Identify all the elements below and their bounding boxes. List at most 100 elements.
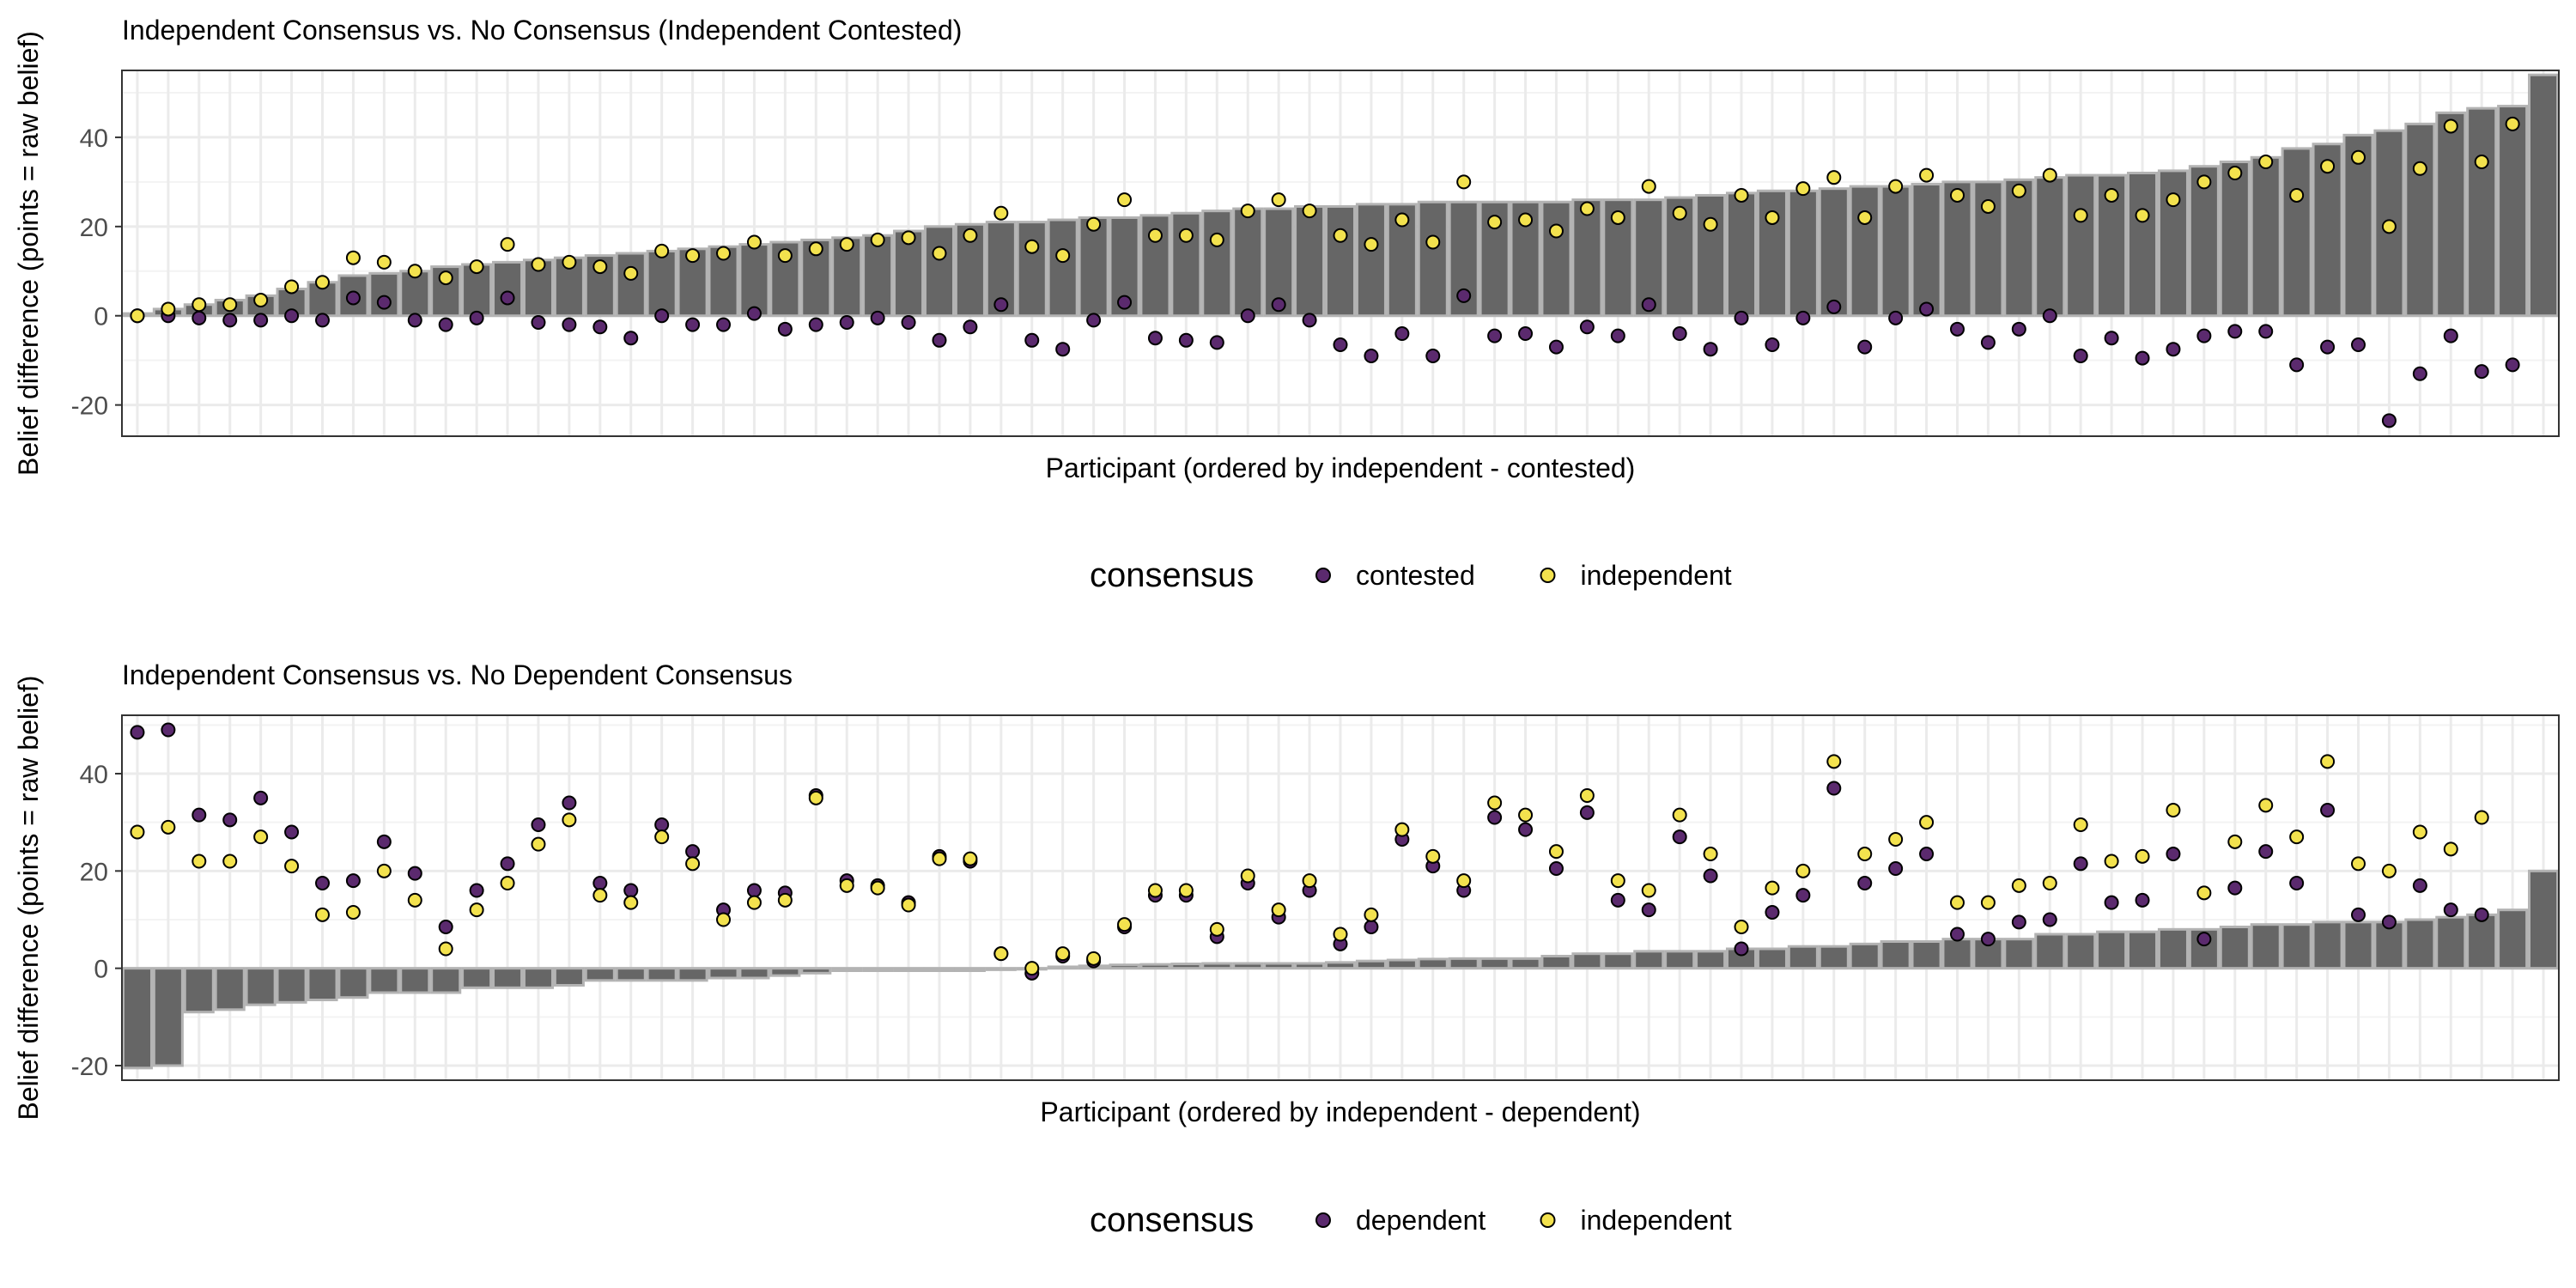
point-dependent	[1610, 892, 1625, 908]
bar	[893, 967, 925, 972]
bar	[1633, 198, 1665, 318]
bar	[893, 229, 925, 318]
point-independent	[1086, 216, 1102, 232]
point-independent	[777, 892, 793, 908]
y-tick-label: 40	[80, 761, 108, 789]
point-contested	[2135, 350, 2150, 366]
point-independent	[993, 205, 1009, 221]
point-contested	[2474, 364, 2489, 380]
y-tick-label: -20	[71, 392, 108, 421]
point-independent	[1209, 232, 1224, 247]
point-independent	[1857, 210, 1873, 225]
point-dependent	[284, 824, 300, 840]
x-axis-label: Participant (ordered by independent - co…	[1046, 453, 1636, 483]
point-independent	[1980, 198, 1996, 214]
legend-title: consensus	[1090, 556, 1254, 594]
point-dependent	[1518, 822, 1534, 837]
y-tick-label: -20	[71, 1053, 108, 1081]
point-contested	[1364, 348, 1379, 363]
point-independent	[531, 257, 546, 272]
point-contested	[2042, 308, 2057, 324]
bar	[615, 967, 647, 982]
point-independent	[1487, 215, 1503, 230]
point-contested	[531, 315, 546, 331]
point-independent	[1394, 212, 1410, 228]
bar	[1139, 963, 1171, 970]
point-contested	[808, 317, 823, 332]
legend-key-contested	[1315, 568, 1331, 583]
bar	[677, 967, 708, 982]
point-contested	[870, 310, 885, 325]
point-independent	[839, 878, 854, 893]
point-dependent	[345, 873, 361, 889]
bar	[1818, 187, 1850, 318]
bar	[307, 967, 338, 1001]
point-contested	[438, 317, 453, 332]
point-independent	[469, 902, 484, 918]
point-contested	[1487, 328, 1503, 343]
point-independent	[2073, 817, 2088, 832]
bar	[2250, 923, 2281, 970]
point-contested	[1086, 313, 1102, 328]
y-tick-label: 20	[80, 214, 108, 242]
point-independent	[1240, 204, 1255, 219]
bar	[492, 967, 524, 989]
point-contested	[345, 290, 361, 306]
point-dependent	[2320, 803, 2336, 817]
chart-title: Independent Consensus vs. No Dependent C…	[122, 659, 793, 690]
point-dependent	[1765, 905, 1780, 920]
point-independent	[777, 248, 793, 264]
point-dependent	[407, 866, 422, 881]
point-independent	[1826, 754, 1842, 769]
point-contested	[1641, 297, 1656, 313]
bar	[2373, 920, 2405, 970]
point-contested	[562, 317, 577, 332]
point-independent	[1888, 179, 1904, 194]
bar	[954, 967, 986, 972]
bar	[2250, 155, 2281, 318]
point-independent	[1641, 179, 1656, 194]
point-dependent	[1826, 781, 1842, 796]
bar	[2034, 933, 2066, 970]
point-independent	[2474, 810, 2489, 825]
point-independent	[1333, 228, 1348, 243]
bar	[1941, 938, 1973, 970]
point-independent	[1333, 927, 1348, 942]
point-dependent	[2474, 907, 2489, 922]
point-independent	[500, 876, 515, 890]
chart-panel-2: Independent Consensus vs. No Dependent C…	[13, 659, 2560, 1239]
point-independent	[161, 819, 176, 835]
bar	[1633, 950, 1665, 970]
bar	[1540, 200, 1572, 318]
bar	[708, 967, 739, 980]
point-contested	[2505, 357, 2520, 373]
point-dependent	[2011, 914, 2026, 930]
bar	[1602, 952, 1634, 970]
bar	[1695, 193, 1727, 318]
bar	[1664, 950, 1696, 970]
point-dependent	[2443, 902, 2458, 918]
point-contested	[1425, 348, 1441, 363]
point-independent	[901, 897, 916, 913]
point-dependent	[1888, 861, 1904, 876]
point-independent	[1548, 223, 1564, 239]
point-independent	[2412, 161, 2427, 176]
bar	[1047, 218, 1078, 318]
legend-key-dependent	[1315, 1212, 1331, 1228]
point-independent	[2135, 208, 2150, 223]
bar	[1880, 940, 1911, 970]
point-dependent	[1734, 941, 1749, 957]
point-dependent	[1364, 920, 1379, 934]
point-dependent	[685, 844, 701, 860]
legend-label-independent: independent	[1581, 1205, 1732, 1236]
bar	[430, 967, 462, 994]
bar	[1725, 191, 1758, 318]
point-independent	[592, 888, 608, 903]
point-contested	[284, 308, 300, 324]
point-independent	[2166, 803, 2181, 817]
bar	[831, 967, 863, 972]
bar	[2435, 915, 2467, 970]
bar	[1540, 955, 1572, 970]
point-independent	[870, 232, 885, 247]
point-independent	[2381, 219, 2397, 234]
